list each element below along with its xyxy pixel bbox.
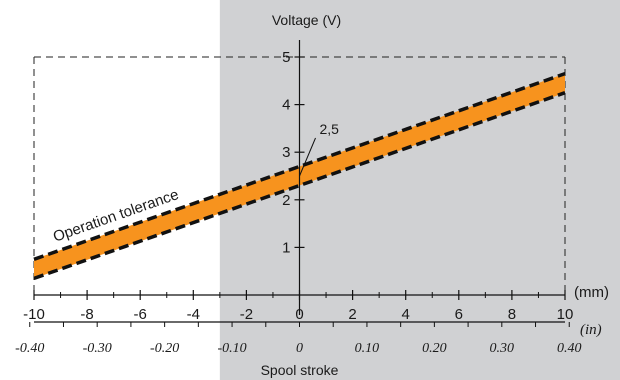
x-tick-label: -10 — [23, 306, 45, 323]
y-tick-label: 3 — [282, 144, 290, 161]
x-tick-label: 2 — [348, 306, 356, 323]
x2-tick-label: 0.30 — [490, 341, 515, 356]
x-unit-mm: (mm) — [574, 284, 609, 301]
x-tick-label: -6 — [134, 306, 147, 323]
y-tick-label: 5 — [282, 49, 290, 66]
x2-ticks: -0.40 -0.30 -0.20 -0.10 0 0.10 0.20 0.30 0.40 — [15, 322, 581, 356]
x2-tick-label: -0.30 — [83, 341, 112, 356]
annotation-label: 2,5 — [320, 121, 340, 137]
x-axis-title: Spool stroke — [261, 362, 339, 378]
lower-tolerance-line — [33, 91, 566, 280]
x-tick-label: -2 — [240, 306, 253, 323]
upper-tolerance-line — [33, 72, 566, 261]
x-ticks: -10 -8 -6 -4 -2 0 2 4 6 8 10 — [23, 290, 573, 323]
x2-tick-label: -0.10 — [217, 341, 246, 356]
x2-tick-label: -0.40 — [15, 341, 44, 356]
y-tick-label: 1 — [282, 239, 290, 256]
x2-tick-label: 0.20 — [422, 341, 447, 356]
x-unit-in: (in) — [580, 322, 602, 338]
annotation: 2,5 — [299, 121, 340, 177]
x-tick-label: 8 — [508, 306, 516, 323]
y-axis-title: Voltage (V) — [272, 12, 341, 28]
x-tick-label: 6 — [455, 306, 463, 323]
x2-tick-label: 0 — [296, 341, 303, 356]
y-ticks: 1 2 3 4 5 — [282, 49, 305, 256]
y-tick-label: 4 — [282, 97, 290, 114]
x2-tick-label: -0.20 — [150, 341, 179, 356]
x2-tick-label: 0.10 — [355, 341, 380, 356]
x-tick-label: 4 — [402, 306, 410, 323]
y-tick-label: 2 — [282, 192, 290, 209]
x-tick-label: 0 — [295, 306, 303, 323]
x-tick-label: -8 — [80, 306, 93, 323]
x2-tick-label: 0.40 — [557, 341, 582, 356]
x-tick-label: -4 — [187, 306, 200, 323]
annotation-leader — [299, 137, 316, 177]
x-tick-label: 10 — [557, 306, 574, 323]
